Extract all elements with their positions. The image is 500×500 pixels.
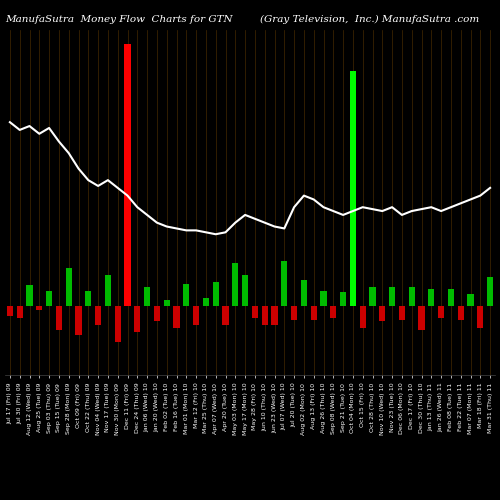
- Bar: [370, 286, 376, 306]
- Bar: [183, 284, 190, 306]
- Bar: [468, 294, 473, 306]
- Bar: [252, 306, 258, 318]
- Text: ManufaSutra  Money Flow  Charts for GTN: ManufaSutra Money Flow Charts for GTN: [5, 15, 232, 24]
- Bar: [438, 306, 444, 318]
- Bar: [360, 306, 366, 328]
- Bar: [66, 268, 72, 306]
- Bar: [350, 72, 356, 306]
- Bar: [202, 298, 209, 306]
- Bar: [46, 291, 52, 306]
- Bar: [300, 280, 307, 306]
- Text: (Gray Television,  Inc.) ManufaSutra .com: (Gray Television, Inc.) ManufaSutra .com: [260, 15, 479, 24]
- Bar: [418, 306, 424, 330]
- Bar: [16, 306, 23, 318]
- Bar: [124, 44, 130, 306]
- Bar: [408, 286, 415, 306]
- Bar: [76, 306, 82, 335]
- Bar: [154, 306, 160, 321]
- Bar: [458, 306, 464, 320]
- Bar: [379, 306, 386, 321]
- Bar: [272, 306, 278, 326]
- Bar: [95, 306, 102, 326]
- Bar: [114, 306, 121, 342]
- Bar: [281, 261, 287, 306]
- Bar: [222, 306, 228, 326]
- Bar: [487, 277, 494, 306]
- Bar: [330, 306, 336, 318]
- Bar: [398, 306, 405, 320]
- Bar: [340, 292, 346, 306]
- Bar: [174, 306, 180, 328]
- Bar: [164, 300, 170, 306]
- Bar: [144, 286, 150, 306]
- Bar: [36, 306, 43, 310]
- Bar: [85, 291, 91, 306]
- Bar: [291, 306, 298, 320]
- Bar: [26, 286, 32, 306]
- Bar: [320, 291, 326, 306]
- Bar: [56, 306, 62, 330]
- Bar: [448, 289, 454, 306]
- Bar: [212, 282, 219, 306]
- Bar: [242, 275, 248, 306]
- Bar: [310, 306, 317, 320]
- Bar: [134, 306, 140, 332]
- Bar: [6, 306, 13, 316]
- Bar: [232, 263, 238, 306]
- Bar: [477, 306, 484, 328]
- Bar: [428, 289, 434, 306]
- Bar: [389, 286, 396, 306]
- Bar: [262, 306, 268, 326]
- Bar: [193, 306, 200, 326]
- Bar: [104, 275, 111, 306]
